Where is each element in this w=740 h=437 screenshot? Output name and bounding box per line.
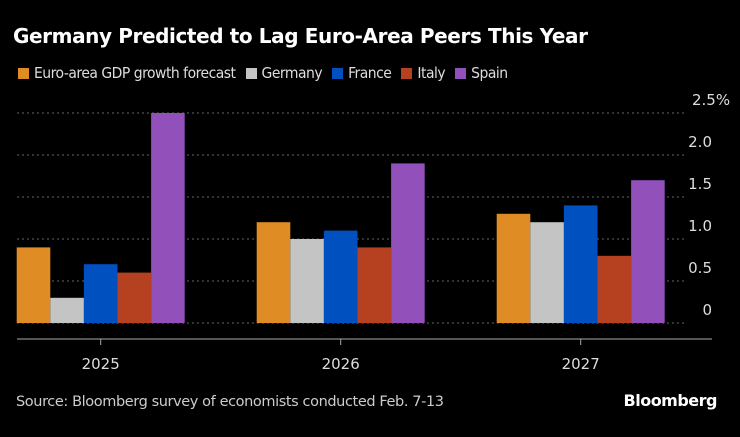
bar-france-2026 [323, 230, 358, 323]
bar-spain-2025 [151, 113, 185, 323]
legend: Euro-area GDP growth forecast Germany Fr… [18, 64, 518, 82]
y-tick-label: 1.5 [688, 175, 712, 193]
legend-item-spain: Spain [455, 64, 508, 82]
legend-label: France [348, 64, 392, 82]
legend-item-euro-area: Euro-area GDP growth forecast [18, 64, 236, 82]
legend-label: Euro-area GDP growth forecast [34, 64, 236, 82]
bar-euro-area-gdp-growth-forecast-2026 [256, 222, 291, 323]
legend-label: Germany [261, 64, 323, 82]
legend-swatch [455, 67, 467, 79]
bar-france-2025 [83, 264, 118, 323]
x-axis: 2025 2026 2027 [17, 338, 712, 373]
legend-item-france: France [332, 64, 392, 82]
x-tick-label: 2025 [82, 355, 120, 373]
y-axis: 0 0.5 1.0 1.5 2.0 2.5% [688, 91, 730, 319]
legend-swatch [245, 67, 257, 79]
legend-swatch [18, 67, 29, 79]
bar-spain-2027 [631, 180, 665, 323]
bar-italy-2025 [117, 272, 152, 323]
bar-germany-2026 [290, 239, 324, 323]
bar-france-2027 [563, 205, 598, 323]
y-tick-label: 2.0 [688, 133, 712, 151]
legend-label: Spain [471, 64, 508, 82]
bar-euro-area-gdp-growth-forecast-2027 [496, 213, 531, 323]
y-tick-label: 2.5% [692, 91, 730, 109]
bloomberg-logo: Bloomberg [623, 391, 718, 410]
source-note: Source: Bloomberg survey of economists c… [16, 394, 444, 410]
chart-title: Germany Predicted to Lag Euro-Area Peers… [13, 24, 588, 48]
bar-italy-2026 [357, 247, 392, 323]
bar-spain-2026 [391, 163, 425, 323]
legend-item-germany: Germany [245, 64, 323, 82]
y-tick-label: 0 [702, 301, 712, 319]
legend-swatch [332, 67, 344, 79]
bar-italy-2027 [597, 255, 632, 323]
y-tick-label: 0.5 [688, 259, 712, 277]
x-tick-label: 2026 [322, 355, 360, 373]
y-tick-label: 1.0 [688, 217, 712, 235]
bar-germany-2025 [50, 297, 84, 323]
legend-item-italy: Italy [401, 64, 446, 82]
bar-germany-2027 [530, 222, 564, 323]
bar-euro-area-gdp-growth-forecast-2025 [16, 247, 51, 323]
x-tick-label: 2027 [562, 355, 600, 373]
legend-label: Italy [417, 64, 446, 82]
bars [16, 113, 665, 323]
legend-swatch [401, 67, 413, 79]
